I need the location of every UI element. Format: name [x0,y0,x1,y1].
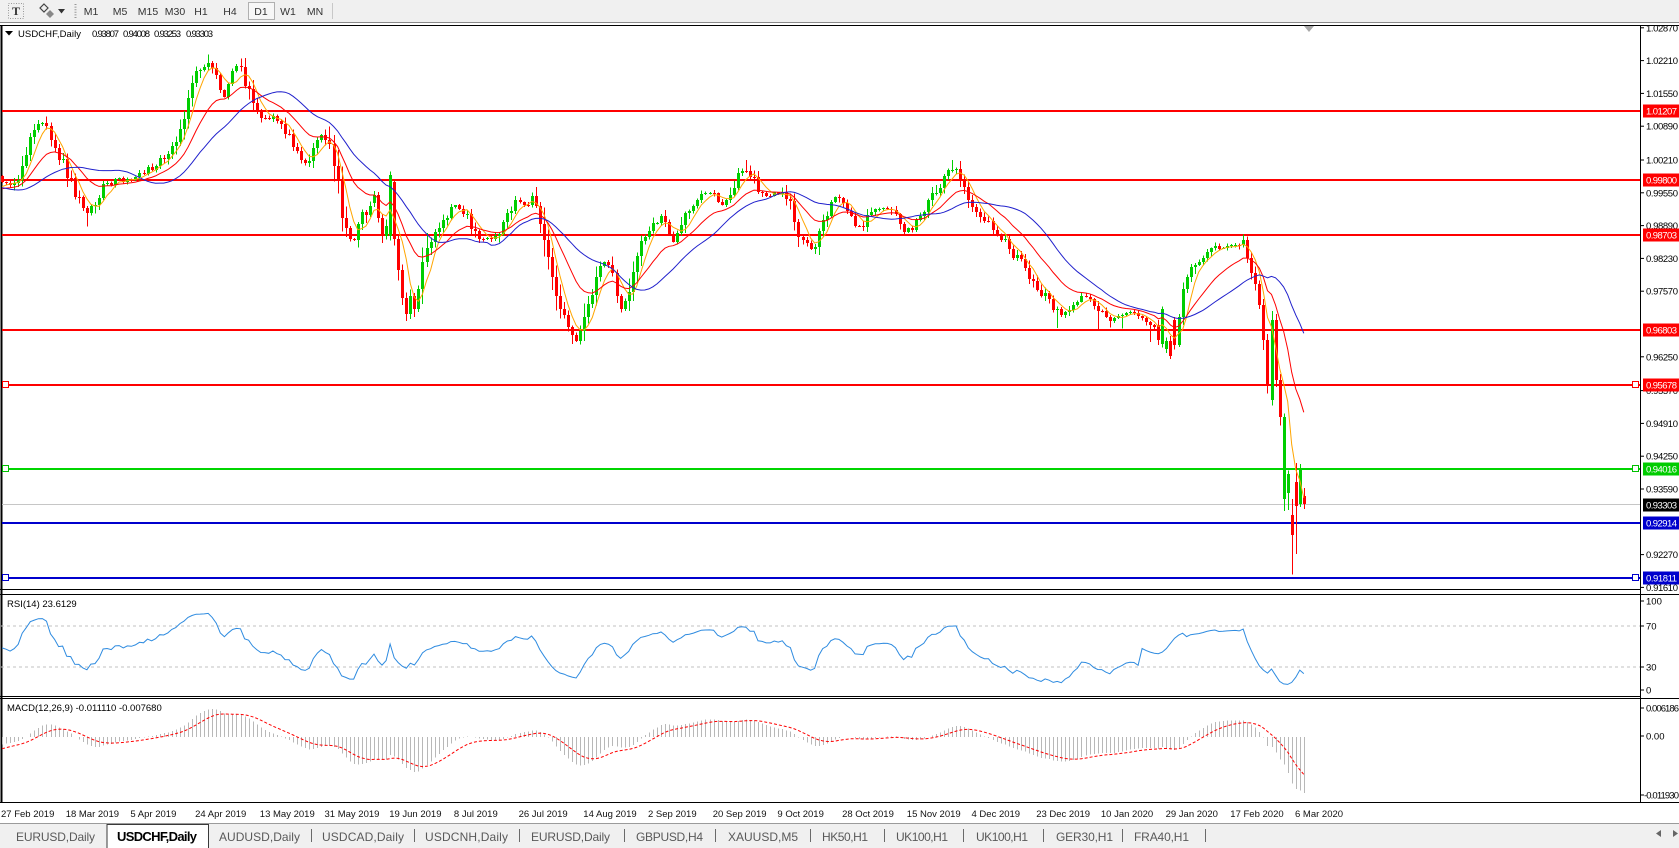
svg-text:UK100,H1: UK100,H1 [976,830,1028,844]
svg-text:4 Dec 2019: 4 Dec 2019 [972,809,1021,820]
svg-text:19 Jun 2019: 19 Jun 2019 [389,809,441,820]
svg-text:MN: MN [307,6,323,18]
svg-text:1.01550: 1.01550 [1646,89,1678,100]
svg-text:XAUUSD,M5: XAUUSD,M5 [728,830,798,844]
svg-text:6 Mar 2020: 6 Mar 2020 [1295,809,1343,820]
svg-text:0.99800: 0.99800 [1646,176,1677,187]
svg-text:28 Oct 2019: 28 Oct 2019 [842,809,894,820]
svg-text:10 Jan 2020: 10 Jan 2020 [1101,809,1153,820]
svg-text:2 Sep 2019: 2 Sep 2019 [648,809,697,820]
svg-text:0.98890: 0.98890 [1646,221,1678,232]
svg-text:9 Oct 2019: 9 Oct 2019 [777,809,823,820]
svg-text:0: 0 [1646,686,1651,697]
svg-text:1.01207: 1.01207 [1646,107,1677,118]
svg-text:M30: M30 [165,6,186,18]
svg-text:GER30,H1: GER30,H1 [1056,830,1113,844]
svg-text:GBPUSD,H4: GBPUSD,H4 [636,830,703,844]
svg-text:0.93303: 0.93303 [186,29,213,40]
svg-text:0.91811: 0.91811 [1646,574,1677,585]
svg-text:31 May 2019: 31 May 2019 [325,809,380,820]
svg-text:14 Aug 2019: 14 Aug 2019 [583,809,636,820]
svg-text:T: T [12,4,20,18]
svg-text:1.00210: 1.00210 [1646,156,1678,167]
svg-text:W1: W1 [280,6,296,18]
svg-text:0.96803: 0.96803 [1646,326,1677,337]
svg-text:0.98230: 0.98230 [1646,254,1678,265]
svg-text:17 Feb 2020: 17 Feb 2020 [1230,809,1283,820]
svg-text:0.006186: 0.006186 [1646,704,1679,715]
svg-text:MACD(12,26,9) -0.011110 -0.007: MACD(12,26,9) -0.011110 -0.007680 [7,703,162,714]
svg-text:-0.011930: -0.011930 [1644,791,1679,802]
svg-text:M15: M15 [138,6,159,18]
svg-text:0.95678: 0.95678 [1646,381,1677,392]
svg-text:0.93807: 0.93807 [92,29,119,40]
svg-text:18 Mar 2019: 18 Mar 2019 [66,809,119,820]
svg-text:UK100,H1: UK100,H1 [896,830,948,844]
svg-text:USDCNH,Daily: USDCNH,Daily [425,830,508,844]
svg-text:0.92270: 0.92270 [1646,550,1678,561]
svg-text:20 Sep 2019: 20 Sep 2019 [713,809,767,820]
svg-text:0.98703: 0.98703 [1646,231,1677,242]
svg-text:H4: H4 [223,6,237,18]
svg-text:1.00890: 1.00890 [1646,122,1678,133]
svg-text:FRA40,H1: FRA40,H1 [1134,830,1189,844]
svg-text:23 Dec 2019: 23 Dec 2019 [1036,809,1090,820]
svg-text:EURUSD,Daily: EURUSD,Daily [16,830,95,844]
svg-text:0.99550: 0.99550 [1646,188,1678,199]
svg-text:29 Jan 2020: 29 Jan 2020 [1166,809,1218,820]
svg-text:AUDUSD,Daily: AUDUSD,Daily [219,830,300,844]
svg-text:0.96250: 0.96250 [1646,352,1678,363]
svg-text:0.91610: 0.91610 [1646,583,1678,594]
svg-text:HK50,H1: HK50,H1 [822,830,868,844]
svg-text:0.94910: 0.94910 [1646,419,1678,430]
svg-text:0.93303: 0.93303 [1646,501,1677,512]
svg-text:70: 70 [1646,622,1657,633]
svg-text:USDCHF,Daily: USDCHF,Daily [18,29,81,40]
svg-text:0.95570: 0.95570 [1646,386,1678,397]
svg-text:100: 100 [1646,597,1662,608]
svg-text:0.92914: 0.92914 [1646,519,1677,530]
svg-text:0.94008: 0.94008 [123,29,150,40]
svg-text:27 Feb 2019: 27 Feb 2019 [1,809,54,820]
svg-text:5 Apr 2019: 5 Apr 2019 [130,809,176,820]
svg-text:8 Jul 2019: 8 Jul 2019 [454,809,498,820]
svg-text:13 May 2019: 13 May 2019 [260,809,315,820]
svg-text:0.93253: 0.93253 [154,29,181,40]
svg-text:26 Jul 2019: 26 Jul 2019 [519,809,568,820]
svg-text:15 Nov 2019: 15 Nov 2019 [907,809,961,820]
svg-text:USDCHF,Daily: USDCHF,Daily [117,829,198,844]
svg-text:0.94250: 0.94250 [1646,452,1678,463]
svg-text:0.94016: 0.94016 [1646,465,1677,476]
svg-text:24 Apr 2019: 24 Apr 2019 [195,809,246,820]
svg-text:RSI(14) 23.6129: RSI(14) 23.6129 [7,599,77,610]
svg-text:1.02870: 1.02870 [1646,23,1678,34]
svg-text:H1: H1 [194,6,208,18]
svg-text:USDCAD,Daily: USDCAD,Daily [322,830,404,844]
svg-text:1.02210: 1.02210 [1646,56,1678,67]
svg-text:D1: D1 [254,6,268,18]
svg-text:0.93590: 0.93590 [1646,485,1678,496]
svg-text:EURUSD,Daily: EURUSD,Daily [531,830,610,844]
svg-text:0.97570: 0.97570 [1646,287,1678,298]
svg-text:30: 30 [1646,663,1657,674]
svg-text:0.00: 0.00 [1646,732,1665,743]
svg-text:M5: M5 [113,6,128,18]
svg-text:M1: M1 [84,6,99,18]
